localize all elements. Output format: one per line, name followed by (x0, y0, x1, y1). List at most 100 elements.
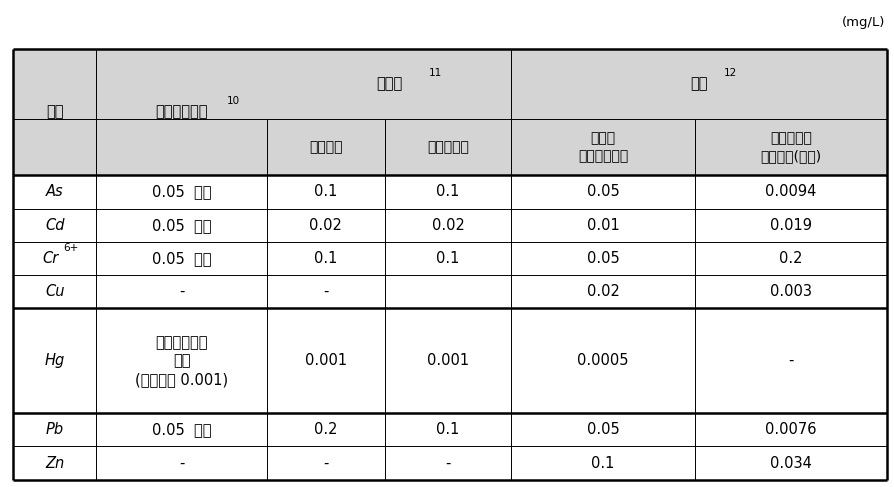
Bar (695, 119, 887, 175)
Text: 0.034: 0.034 (770, 455, 812, 470)
Bar (695, 49, 887, 119)
Text: 0.019: 0.019 (770, 218, 812, 233)
Text: -: - (179, 455, 184, 470)
Text: 해양생태계
보호기준(단기): 해양생태계 보호기준(단기) (760, 131, 822, 163)
Text: 0.05  이하: 0.05 이하 (152, 218, 211, 233)
Text: 0.05: 0.05 (586, 251, 620, 266)
Text: 0.0005: 0.0005 (578, 353, 628, 368)
Bar (266, 242, 384, 275)
Bar (97, 49, 266, 119)
Text: 0.1: 0.1 (591, 455, 615, 470)
Text: -: - (323, 284, 328, 300)
Text: 검출되어서는
안됨
(검출한계 0.001): 검출되어서는 안됨 (검출한계 0.001) (135, 335, 228, 387)
Bar (266, 119, 384, 175)
Bar (97, 447, 266, 480)
Bar (266, 275, 384, 308)
Text: 0.0094: 0.0094 (765, 185, 816, 200)
Text: 0.001: 0.001 (426, 353, 469, 368)
Bar (266, 308, 384, 342)
Text: 사람의
건강보호기준: 사람의 건강보호기준 (578, 131, 628, 163)
Bar (511, 447, 695, 480)
Text: -: - (789, 353, 794, 368)
Bar (266, 208, 384, 242)
Text: 0.05  이하: 0.05 이하 (152, 422, 211, 437)
Text: 12: 12 (724, 68, 737, 78)
Bar (13, 49, 97, 119)
Bar (511, 242, 695, 275)
Text: -: - (323, 455, 328, 470)
Text: 0.001: 0.001 (305, 353, 347, 368)
Bar (266, 447, 384, 480)
Bar (695, 447, 887, 480)
Text: 0.01: 0.01 (586, 218, 620, 233)
Bar (511, 275, 695, 308)
Bar (97, 242, 266, 275)
Bar (384, 447, 511, 480)
Text: 0.02: 0.02 (586, 284, 620, 300)
Text: 0.05  이하: 0.05 이하 (152, 185, 211, 200)
Text: 0.05: 0.05 (586, 422, 620, 437)
Bar (384, 242, 511, 275)
Bar (511, 413, 695, 487)
Bar (511, 208, 695, 242)
Bar (13, 308, 97, 342)
Bar (384, 413, 511, 487)
Text: -: - (179, 284, 184, 300)
Text: 하천환경기준: 하천환경기준 (156, 105, 207, 119)
Text: Cu: Cu (46, 284, 64, 300)
Bar (511, 308, 695, 342)
Bar (97, 208, 266, 242)
Text: 농어업용수: 농어업용수 (427, 140, 468, 154)
Text: Cd: Cd (46, 218, 64, 233)
Text: 0.1: 0.1 (314, 185, 337, 200)
Bar (266, 49, 384, 119)
Bar (13, 275, 97, 308)
Bar (695, 413, 887, 487)
Text: 0.02: 0.02 (432, 218, 464, 233)
Text: 0.1: 0.1 (436, 251, 460, 266)
Bar (13, 175, 97, 231)
Bar (384, 275, 511, 308)
Bar (266, 413, 384, 487)
Bar (13, 119, 97, 175)
Text: Zn: Zn (46, 455, 64, 470)
Text: 항목: 항목 (46, 105, 63, 119)
Text: 11: 11 (429, 68, 443, 78)
Bar (695, 208, 887, 242)
Text: 0.2: 0.2 (779, 251, 803, 266)
Bar (511, 175, 695, 231)
Bar (695, 175, 887, 231)
Bar (511, 49, 695, 119)
Bar (695, 242, 887, 275)
Bar (511, 119, 695, 175)
Bar (13, 447, 97, 480)
Bar (695, 308, 887, 342)
Text: 0.02: 0.02 (309, 218, 342, 233)
Bar (384, 175, 511, 231)
Text: As: As (46, 185, 63, 200)
Text: Cr: Cr (42, 251, 58, 266)
Text: 0.05  이하: 0.05 이하 (152, 251, 211, 266)
Text: (mg/L): (mg/L) (841, 16, 885, 29)
Bar (384, 49, 511, 119)
Text: 0.1: 0.1 (436, 185, 460, 200)
Bar (97, 275, 266, 308)
Text: 해역: 해역 (690, 76, 708, 92)
Text: 0.1: 0.1 (436, 422, 460, 437)
Text: 0.2: 0.2 (314, 422, 337, 437)
Text: 6+: 6+ (63, 243, 79, 253)
Bar (13, 242, 97, 275)
Bar (97, 119, 266, 175)
Text: Hg: Hg (45, 353, 65, 368)
Bar (695, 275, 887, 308)
Bar (13, 208, 97, 242)
Bar (384, 119, 511, 175)
Text: 0.1: 0.1 (314, 251, 337, 266)
Bar (384, 308, 511, 342)
Text: -: - (445, 455, 451, 470)
Text: 지하수: 지하수 (375, 76, 402, 92)
Bar (97, 308, 266, 342)
Bar (266, 175, 384, 231)
Text: 공업용수: 공업용수 (309, 140, 342, 154)
Bar (13, 413, 97, 487)
